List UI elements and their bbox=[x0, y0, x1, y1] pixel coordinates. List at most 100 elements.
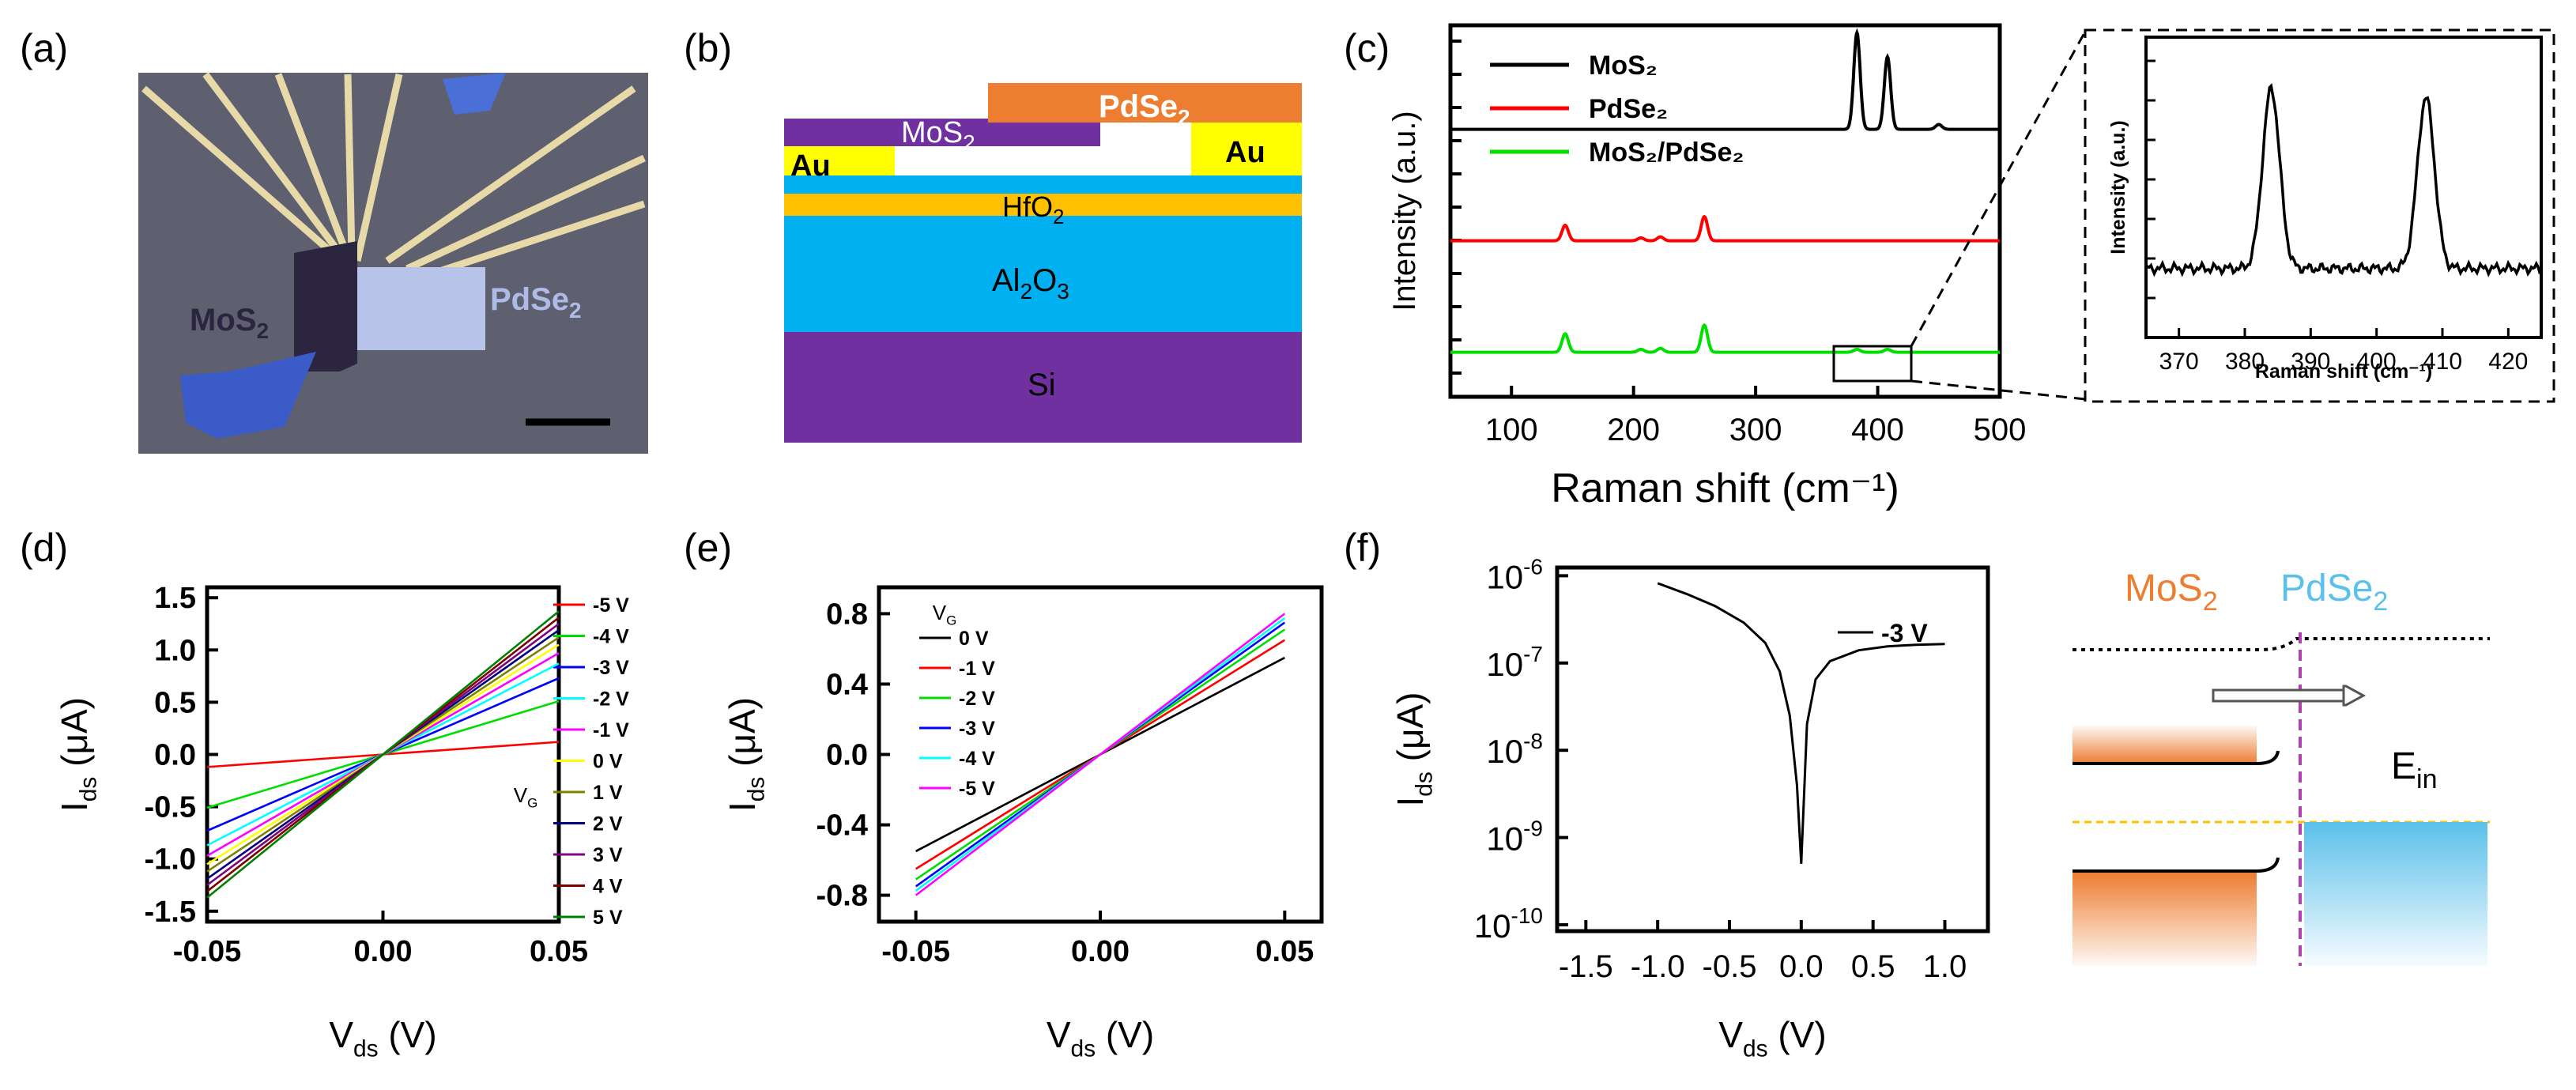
iv-log-chart: -1.5 -1.0 -0.5 0.0 0.5 1.0 10-6 10-7 10-8 10-9 10-… bbox=[1390, 554, 1990, 1062]
legend-label: MoS₂ bbox=[1589, 51, 1658, 81]
pdse2-text-b: PdSe2 bbox=[1099, 89, 1190, 130]
x-axis-title: Raman shift (cm⁻¹) bbox=[1551, 466, 1899, 511]
mos2-text-b: MoS2 bbox=[901, 116, 975, 155]
y-axis-title: Ids (μA) bbox=[722, 697, 770, 812]
si-layer bbox=[784, 332, 1302, 443]
legend-title: VG bbox=[514, 783, 537, 811]
x-tick-label: 100 bbox=[1485, 413, 1538, 447]
mos2-conduction-band bbox=[2072, 726, 2257, 764]
au-left-text: Au bbox=[790, 149, 831, 183]
mos2-valence-band bbox=[2072, 873, 2257, 966]
field-arrow-body bbox=[2212, 688, 2345, 703]
raman-inset-chart: 370 380 390 400 410 420 Intensity (a.u.) Raman … bbox=[2084, 28, 2555, 403]
y-tick-label: -0.8 bbox=[817, 880, 868, 913]
panel-b-label: (b) bbox=[684, 26, 732, 70]
legend-label: MoS₂/PdSe₂ bbox=[1589, 138, 1744, 168]
al2o3-layer bbox=[784, 213, 1302, 332]
x-tick-label: 0.05 bbox=[530, 935, 588, 968]
mos2-flake bbox=[294, 241, 357, 372]
y-axis-title: Ids (μA) bbox=[1390, 692, 1438, 807]
al2o3-text: Al2O3 bbox=[992, 263, 1069, 304]
pdse2-band bbox=[2304, 822, 2487, 966]
au-left bbox=[784, 146, 895, 175]
plot-frame bbox=[2144, 36, 2543, 339]
legend-label: -4 V bbox=[959, 748, 995, 770]
au-right-text: Au bbox=[1225, 136, 1265, 169]
legend-label: -1 V bbox=[959, 658, 995, 680]
inset-border bbox=[2084, 28, 2555, 403]
legend-label: -2 V bbox=[959, 688, 995, 710]
legend-label: 0 V bbox=[593, 751, 623, 773]
x-tick-label: 1.0 bbox=[1923, 949, 1967, 984]
x-tick-label: 200 bbox=[1607, 413, 1660, 447]
legend-label: -5 V bbox=[593, 594, 629, 617]
band-mos2-label: MoS2 bbox=[2125, 568, 2218, 617]
series-line-5 bbox=[915, 613, 1286, 896]
inset-y-title: Intensity (a.u.) bbox=[2107, 120, 2129, 254]
vacuum-level bbox=[2072, 637, 2490, 651]
y-axis-title: Intensity (a.u.) bbox=[1387, 111, 1422, 311]
x-tick-label: 380 bbox=[2225, 349, 2265, 375]
device-schematic: PdSe2 MoS2 Au Au HfO2 Al2O3 Si bbox=[784, 83, 1302, 443]
x-tick-label: 0.5 bbox=[1851, 949, 1895, 984]
y-tick-label: 10-10 bbox=[1474, 903, 1543, 945]
x-tick-label: -0.05 bbox=[881, 935, 950, 968]
y-axis-title: Ids (μA) bbox=[54, 697, 102, 812]
series-line-1 bbox=[1450, 214, 2000, 243]
legend-label: -1 V bbox=[593, 719, 629, 741]
zoom-box bbox=[1832, 345, 1913, 383]
y-tick-label: 0.5 bbox=[154, 686, 196, 719]
panel-e-label: (e) bbox=[684, 526, 732, 570]
series-line-10 bbox=[206, 610, 560, 899]
y-tick-label: 10-8 bbox=[1486, 729, 1543, 770]
x-tick-label: 390 bbox=[2291, 349, 2330, 375]
bulk-flake bbox=[180, 352, 316, 439]
inset-series-line bbox=[2144, 83, 2543, 277]
series-line-2 bbox=[1450, 322, 2000, 354]
x-tick-label: -0.5 bbox=[1703, 949, 1757, 984]
legend-label: -3 V bbox=[593, 657, 629, 679]
si-text: Si bbox=[1028, 368, 1056, 402]
band-diagram: MoS2 PdSe2 Ein bbox=[2072, 568, 2490, 966]
x-tick-label: 300 bbox=[1729, 413, 1782, 447]
hfo2-text: HfO2 bbox=[1002, 190, 1064, 228]
x-axis-title: Vds (V) bbox=[1047, 1014, 1154, 1062]
x-tick-label: -0.05 bbox=[173, 935, 242, 968]
x-tick-label: 0.00 bbox=[1071, 935, 1130, 968]
legend-label: -4 V bbox=[593, 626, 629, 648]
field-arrow-head bbox=[2342, 685, 2367, 707]
gold-electrodes bbox=[141, 72, 646, 281]
mos2-label-a: MoS2 bbox=[190, 303, 269, 343]
iv-chart-d: -0.05 0.00 0.05 -1.5 -1.0 -0.5 0.0 0.5 1.0 1.5 -5 … bbox=[54, 582, 629, 1062]
legend-label: 5 V bbox=[593, 907, 623, 929]
x-tick-label: 420 bbox=[2488, 349, 2528, 375]
series-line-0 bbox=[1657, 582, 1945, 864]
y-tick-label: 1.0 bbox=[154, 634, 196, 667]
x-axis-title: Vds (V) bbox=[1718, 1014, 1826, 1062]
legend-label: -3 V bbox=[1881, 619, 1928, 647]
x-tick-label: 400 bbox=[2357, 349, 2397, 375]
panel-d-label: (d) bbox=[20, 526, 68, 570]
y-tick-label: 1.5 bbox=[154, 582, 196, 615]
plot-frame bbox=[1448, 23, 2002, 399]
legend-label: -2 V bbox=[593, 688, 629, 711]
legend-label: 1 V bbox=[593, 782, 623, 804]
x-tick-label: -1.5 bbox=[1559, 949, 1613, 984]
pdse2-flake bbox=[357, 267, 485, 350]
x-tick-label: 370 bbox=[2159, 349, 2199, 375]
pdse2-label-a: PdSe2 bbox=[490, 282, 582, 322]
legend-label: -3 V bbox=[959, 718, 995, 740]
x-tick-label: 0.05 bbox=[1255, 935, 1314, 968]
series-line-0 bbox=[1450, 28, 2000, 131]
x-tick-label: 500 bbox=[1974, 413, 2027, 447]
x-tick-label: 400 bbox=[1851, 413, 1904, 447]
band-pdse2-label: PdSe2 bbox=[2280, 568, 2388, 617]
y-tick-label: 0.0 bbox=[826, 739, 868, 772]
y-tick-label: -1.5 bbox=[145, 896, 196, 929]
y-tick-label: 0.0 bbox=[154, 739, 196, 772]
x-axis-title: Vds (V) bbox=[329, 1014, 436, 1062]
iv-chart-e: -0.05 0.00 0.05 -0.8 -0.4 0.0 0.4 0.8 0 V -1 V -2 … bbox=[722, 585, 1324, 1062]
x-tick-label: 0.0 bbox=[1779, 949, 1824, 984]
legend-label: 2 V bbox=[593, 813, 623, 835]
